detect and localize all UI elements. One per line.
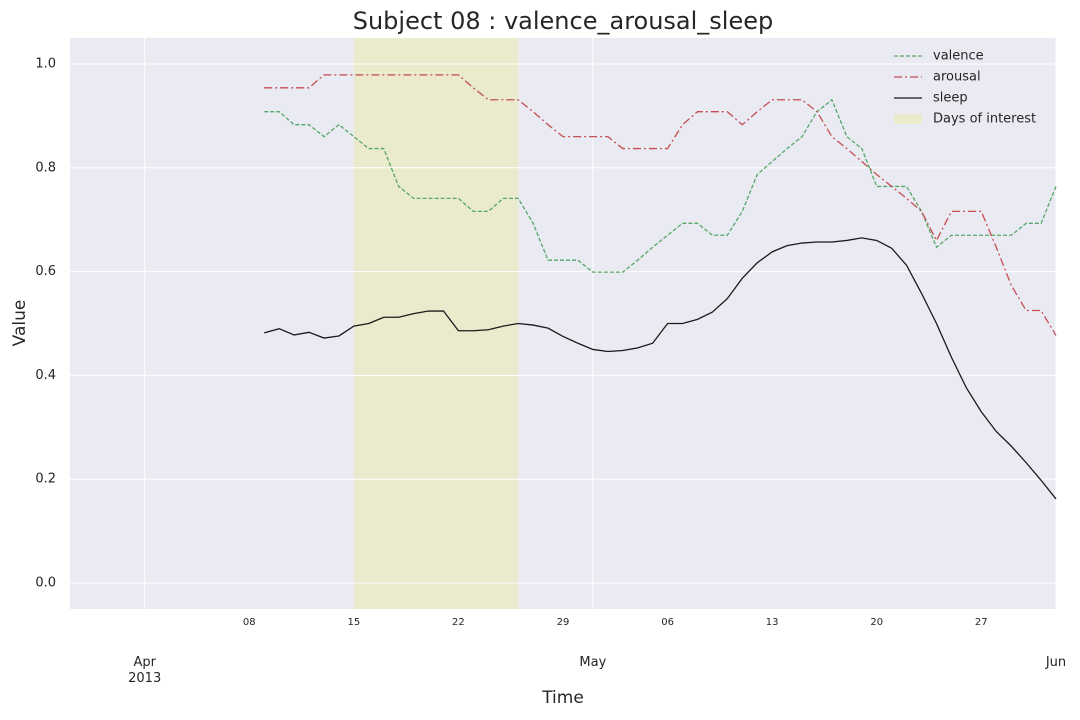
highlight-span bbox=[353, 38, 519, 609]
y-tick-label: 0.4 bbox=[35, 368, 56, 383]
y-tick-label: 0.2 bbox=[35, 472, 56, 487]
x-tick-label: May bbox=[579, 655, 606, 670]
x-minor-tick-label: 20 bbox=[870, 617, 883, 628]
legend-swatch bbox=[894, 114, 922, 124]
y-tick-label: 0.6 bbox=[35, 264, 56, 279]
x-minor-tick-label: 22 bbox=[452, 617, 465, 628]
line-sleep bbox=[264, 237, 1057, 500]
legend-label: Days of interest bbox=[933, 112, 1036, 127]
x-minor-tick-label: 29 bbox=[557, 617, 570, 628]
x-tick-label: Apr 2013 bbox=[128, 655, 161, 686]
x-tick-label: Jun bbox=[1045, 655, 1066, 670]
line-valence bbox=[264, 98, 1057, 273]
chart-title: Subject 08 : valence_arousal_sleep bbox=[353, 7, 774, 35]
x-minor-tick-label: 06 bbox=[661, 617, 674, 628]
y-axis-label: Value bbox=[10, 300, 30, 347]
legend-label: valence bbox=[933, 49, 984, 64]
legend-label: sleep bbox=[933, 91, 968, 106]
legend-label: arousal bbox=[933, 70, 981, 85]
x-minor-tick-label: 08 bbox=[243, 617, 256, 628]
x-minor-tick-label: 15 bbox=[347, 617, 360, 628]
x-minor-tick-label: 13 bbox=[766, 617, 779, 628]
x-minor-tick-label: 27 bbox=[975, 617, 988, 628]
line-arousal bbox=[264, 74, 1057, 336]
y-tick-label: 0.0 bbox=[35, 576, 56, 591]
y-tick-label: 1.0 bbox=[35, 56, 56, 71]
y-tick-label: 0.8 bbox=[35, 160, 56, 175]
plot-area bbox=[70, 38, 1056, 609]
x-axis-label: Time bbox=[541, 688, 584, 708]
